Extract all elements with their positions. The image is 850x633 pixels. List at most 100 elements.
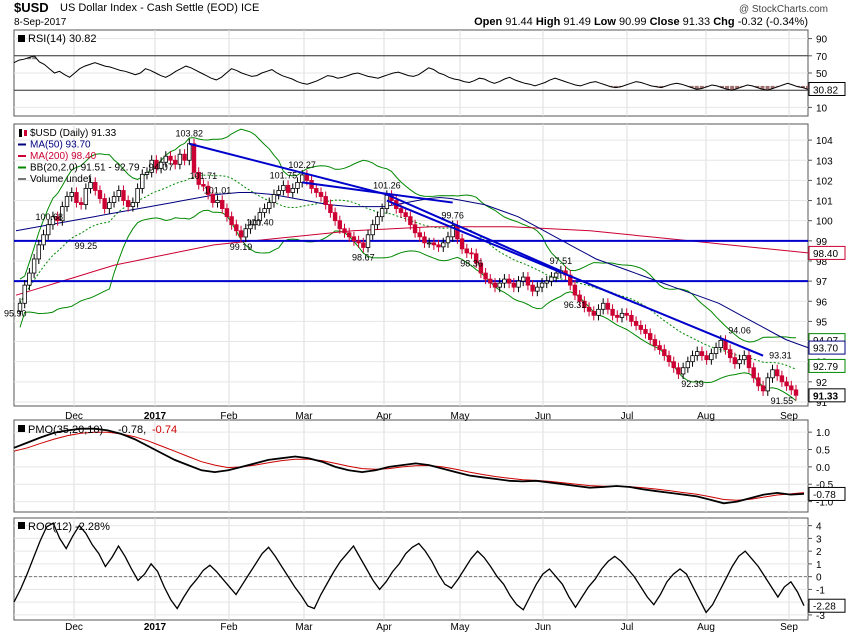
roc-x-label: Aug <box>697 622 715 633</box>
rsi-tick-label: 90 <box>816 35 828 46</box>
candle-body <box>83 188 89 205</box>
roc-tick-label: -1 <box>816 585 825 596</box>
price-annotation: 101.75 <box>270 170 298 180</box>
candle-body <box>323 196 328 205</box>
roc-x-label: Jul <box>621 622 634 633</box>
candle-body <box>370 224 375 236</box>
candle-body <box>144 171 150 175</box>
pmo-last-value-box <box>808 486 846 501</box>
price-tick-label: 98 <box>816 257 828 268</box>
price-annotation: 95.90 <box>4 308 27 318</box>
candle-body <box>553 272 559 278</box>
price-right-label: 92.79 <box>813 362 838 373</box>
candle-body <box>662 349 667 357</box>
candle-body <box>568 274 573 286</box>
price-tick-label: 101 <box>816 197 833 208</box>
candle-body <box>290 188 295 193</box>
price-right-label-box <box>808 245 846 260</box>
roc-tick-label: -3 <box>816 611 825 622</box>
candle-body <box>695 351 700 357</box>
candle-body <box>638 325 643 330</box>
candle-body <box>196 171 201 185</box>
roc-legend: ROC(12) -2.28% <box>28 521 110 533</box>
candle-body <box>600 302 606 310</box>
candle-body <box>789 385 794 391</box>
candle-body <box>46 224 51 236</box>
candle-body <box>464 248 469 254</box>
roc-panel-frame <box>13 517 809 621</box>
candle-body <box>243 228 248 238</box>
candle-body <box>172 159 178 165</box>
candle-body <box>727 349 733 359</box>
candle-body <box>441 242 446 248</box>
price-annotation: 99.19 <box>230 242 253 252</box>
candle-body <box>633 320 639 326</box>
open-value: 91.44 <box>505 16 533 28</box>
price-tick-label: 96 <box>816 297 828 308</box>
price-x-label: Dec <box>65 411 83 422</box>
pmo-tick-label: -0.5 <box>816 480 834 491</box>
candle-body <box>652 339 658 346</box>
candle-body <box>779 375 785 383</box>
candle-body <box>445 236 451 244</box>
candle-body <box>648 333 653 340</box>
open-label: Open <box>474 16 503 28</box>
candle-body <box>756 377 761 387</box>
price-annotation: 92.39 <box>681 379 704 389</box>
candle-body <box>252 220 258 226</box>
price-legend-entry: MA(50) 93.70 <box>30 140 91 151</box>
candle-body <box>577 294 582 302</box>
rsi-tick-label: 70 <box>816 52 828 63</box>
chg-value: -0.32 (-0.34%) <box>737 16 808 28</box>
candle-body <box>285 185 291 193</box>
candle-body <box>332 212 338 222</box>
candle-body <box>666 355 672 363</box>
candle-body <box>177 153 183 165</box>
candle-body <box>492 282 498 288</box>
candle-body <box>403 212 408 218</box>
price-annotation: 102.27 <box>288 160 316 170</box>
roc-x-label: Sep <box>780 622 798 633</box>
candle-body <box>521 276 526 282</box>
exchange-name: ICE <box>240 2 260 14</box>
candle-body <box>276 190 281 195</box>
candle-body <box>732 357 738 365</box>
price-right-label-box <box>808 340 846 355</box>
price-tick-label: 104 <box>816 136 833 147</box>
candle-body <box>774 369 780 377</box>
candle-body <box>55 216 60 222</box>
low-label: Low <box>593 16 616 28</box>
price-right-label-box <box>808 388 846 403</box>
candle-body <box>60 206 65 222</box>
candle-body <box>351 236 357 242</box>
candle-body <box>314 188 319 193</box>
price-right-label-box <box>808 358 846 373</box>
roc-x-label: Jun <box>535 622 551 633</box>
candle-body <box>709 353 714 361</box>
candle-body <box>69 192 74 197</box>
pmo-signal-line <box>13 431 805 501</box>
candle-body <box>361 242 366 248</box>
candle-body <box>201 184 206 187</box>
candle-body <box>220 199 225 210</box>
candle-body <box>793 389 799 396</box>
candle-body <box>257 212 263 222</box>
candle-body <box>318 192 324 197</box>
symbol-full-name: US Dollar Index - Cash Settle (EOD) <box>60 2 238 14</box>
candle-body <box>751 367 756 379</box>
candle-body <box>506 278 512 284</box>
high-label: High <box>535 16 561 28</box>
candle-body <box>760 385 766 392</box>
price-tick-label: 92 <box>816 378 828 389</box>
candle-body <box>539 282 545 288</box>
price-tick-label: 99 <box>816 237 828 248</box>
price-legend-entry: MA(200) 98.40 <box>30 151 97 162</box>
candle-body <box>111 196 117 203</box>
candle-body <box>299 174 305 183</box>
candle-body <box>102 198 107 209</box>
candle-body <box>742 355 747 361</box>
roc-last-value-box <box>808 598 846 613</box>
price-x-label: May <box>451 411 470 422</box>
rsi-tick-label: 10 <box>816 103 828 114</box>
